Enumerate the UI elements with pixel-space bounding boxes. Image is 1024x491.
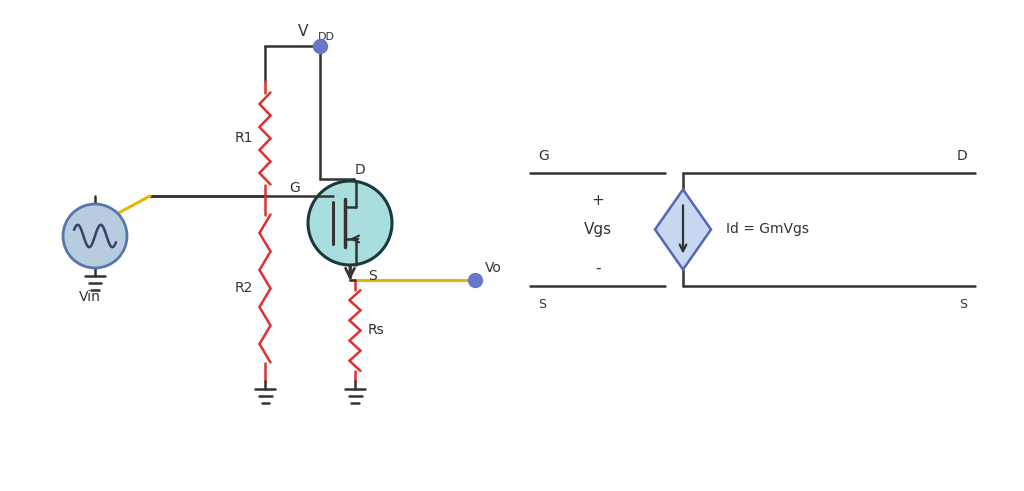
Text: +: + (591, 193, 604, 209)
Text: S: S (538, 298, 546, 311)
Circle shape (308, 181, 392, 265)
Text: Vgs: Vgs (584, 222, 611, 237)
Circle shape (63, 204, 127, 268)
Text: G: G (538, 149, 549, 163)
Text: D: D (956, 149, 967, 163)
Text: R1: R1 (234, 132, 253, 145)
Text: Id = GmVgs: Id = GmVgs (726, 222, 809, 237)
Text: S: S (368, 269, 377, 283)
Text: Vin: Vin (79, 290, 101, 304)
Text: S: S (959, 298, 967, 311)
Text: Rs: Rs (368, 324, 385, 337)
Text: -: - (595, 261, 600, 275)
Text: V: V (298, 24, 308, 39)
Polygon shape (655, 190, 711, 270)
Text: G: G (289, 181, 300, 195)
Text: DD: DD (318, 32, 335, 42)
Text: R2: R2 (234, 281, 253, 296)
Text: Vo: Vo (485, 261, 502, 275)
Text: D: D (355, 163, 366, 177)
